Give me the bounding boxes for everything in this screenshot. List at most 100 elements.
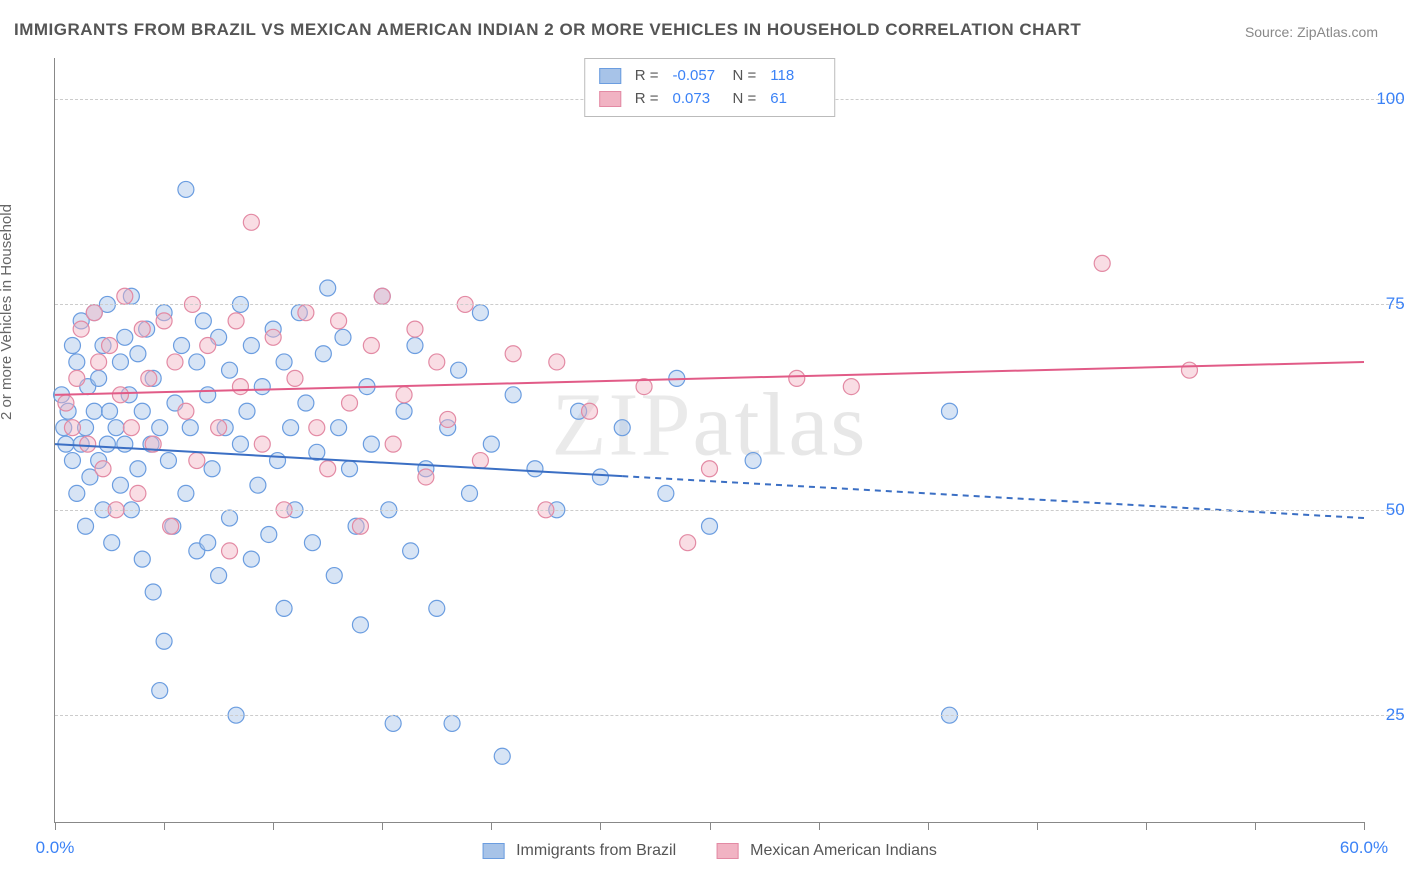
data-point <box>789 370 805 386</box>
data-point <box>396 387 412 403</box>
data-point <box>472 453 488 469</box>
n-label: N = <box>733 88 757 111</box>
x-tick-label: 0.0% <box>36 838 75 858</box>
data-point <box>352 518 368 534</box>
data-point <box>254 436 270 452</box>
data-point <box>189 453 205 469</box>
data-point <box>239 403 255 419</box>
data-point <box>505 346 521 362</box>
legend-item-2: Mexican American Indians <box>716 842 937 860</box>
data-point <box>745 453 761 469</box>
data-point <box>680 535 696 551</box>
data-point <box>156 313 172 329</box>
data-point <box>298 305 314 321</box>
plot-area: ZIPatlas R = -0.057 N = 118 R = 0.073 N … <box>54 58 1364 823</box>
data-point <box>407 321 423 337</box>
data-point <box>64 453 80 469</box>
data-point <box>472 305 488 321</box>
gridline <box>55 510 1406 511</box>
data-point <box>91 354 107 370</box>
data-point <box>152 683 168 699</box>
data-point <box>342 461 358 477</box>
data-point <box>134 403 150 419</box>
data-point <box>64 338 80 354</box>
data-point <box>80 436 96 452</box>
data-point <box>200 338 216 354</box>
data-point <box>130 461 146 477</box>
data-point <box>86 305 102 321</box>
x-tick <box>1037 822 1038 830</box>
swatch-series-2 <box>599 91 621 107</box>
data-point <box>141 370 157 386</box>
data-point <box>174 338 190 354</box>
r-value-1: -0.057 <box>673 65 723 88</box>
data-point <box>95 461 111 477</box>
data-point <box>843 379 859 395</box>
data-point <box>342 395 358 411</box>
data-point <box>145 584 161 600</box>
data-point <box>243 338 259 354</box>
data-point <box>204 461 220 477</box>
data-point <box>429 354 445 370</box>
data-point <box>102 403 118 419</box>
chart-svg <box>55 58 1364 822</box>
data-point <box>1094 255 1110 271</box>
data-point <box>73 321 89 337</box>
data-point <box>505 387 521 403</box>
data-point <box>582 403 598 419</box>
data-point <box>483 436 499 452</box>
x-tick <box>55 822 56 830</box>
data-point <box>592 469 608 485</box>
data-point <box>195 313 211 329</box>
data-point <box>331 313 347 329</box>
data-point <box>108 420 124 436</box>
data-point <box>58 395 74 411</box>
legend-item-1: Immigrants from Brazil <box>482 842 676 860</box>
data-point <box>658 485 674 501</box>
series-legend: Immigrants from Brazil Mexican American … <box>482 842 937 860</box>
data-point <box>200 387 216 403</box>
r-label: R = <box>635 65 659 88</box>
data-point <box>702 518 718 534</box>
data-point <box>117 288 133 304</box>
data-point <box>385 436 401 452</box>
data-point <box>69 485 85 501</box>
x-tick <box>1255 822 1256 830</box>
data-point <box>232 379 248 395</box>
x-tick-label: 60.0% <box>1340 838 1388 858</box>
swatch-series-2-b <box>716 843 738 859</box>
data-point <box>335 329 351 345</box>
data-point <box>222 362 238 378</box>
data-point <box>178 181 194 197</box>
data-point <box>134 551 150 567</box>
swatch-series-1 <box>599 68 621 84</box>
data-point <box>363 436 379 452</box>
r-value-2: 0.073 <box>673 88 723 111</box>
data-point <box>167 354 183 370</box>
data-point <box>156 633 172 649</box>
data-point <box>326 568 342 584</box>
data-point <box>243 214 259 230</box>
data-point <box>385 715 401 731</box>
data-point <box>64 420 80 436</box>
swatch-series-1-b <box>482 843 504 859</box>
x-tick <box>600 822 601 830</box>
gridline <box>55 304 1406 305</box>
data-point <box>276 354 292 370</box>
gridline <box>55 715 1406 716</box>
data-point <box>407 338 423 354</box>
data-point <box>91 370 107 386</box>
data-point <box>614 420 630 436</box>
stats-row-1: R = -0.057 N = 118 <box>599 65 821 88</box>
data-point <box>363 338 379 354</box>
data-point <box>549 354 565 370</box>
data-point <box>104 535 120 551</box>
data-point <box>287 370 303 386</box>
data-point <box>152 420 168 436</box>
data-point <box>403 543 419 559</box>
data-point <box>304 535 320 551</box>
data-point <box>78 518 94 534</box>
data-point <box>429 600 445 616</box>
data-point <box>494 748 510 764</box>
legend-label-1: Immigrants from Brazil <box>516 842 676 860</box>
